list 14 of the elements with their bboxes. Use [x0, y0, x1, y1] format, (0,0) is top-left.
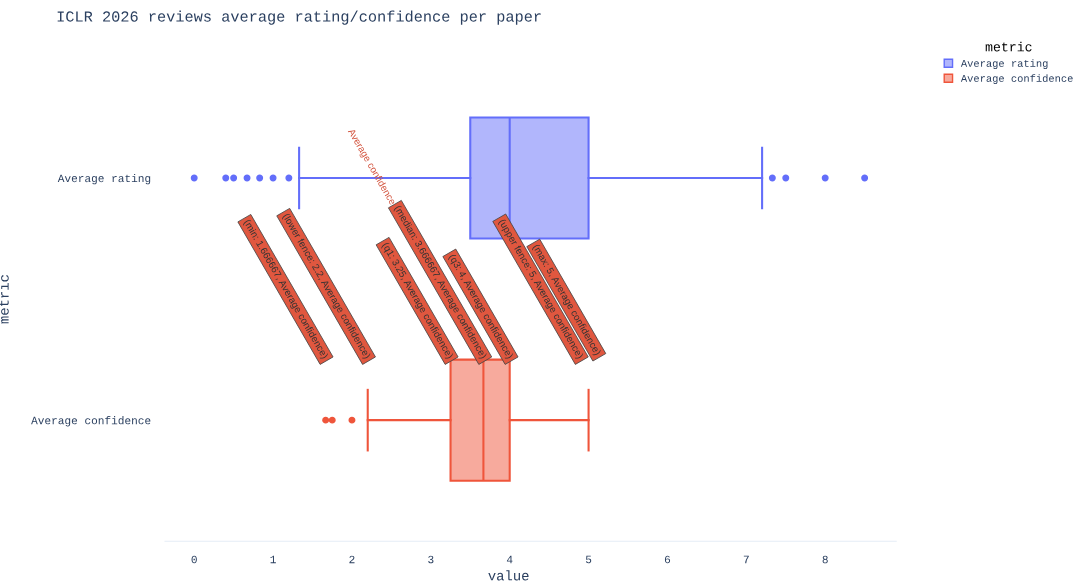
- x-tick-label: 1: [270, 555, 276, 564]
- chart-title: ICLR 2026 reviews average rating/confidence per paper: [57, 10, 541, 25]
- x-tick-label: 2: [349, 555, 355, 564]
- legend-title: metric: [985, 41, 1032, 52]
- x-tick-label: 5: [585, 555, 592, 564]
- x-axis-title: value: [488, 570, 529, 581]
- x-tick-label: 8: [822, 555, 828, 564]
- x-tick-label: 7: [743, 555, 749, 564]
- x-tick-label: 3: [428, 555, 434, 564]
- x-tick-label: 6: [664, 555, 671, 564]
- legend-label: Average rating: [960, 59, 1048, 69]
- x-tick-label: 0: [191, 555, 197, 564]
- x-tick-label: 4: [506, 555, 513, 564]
- legend-label: Average confidence: [960, 74, 1073, 84]
